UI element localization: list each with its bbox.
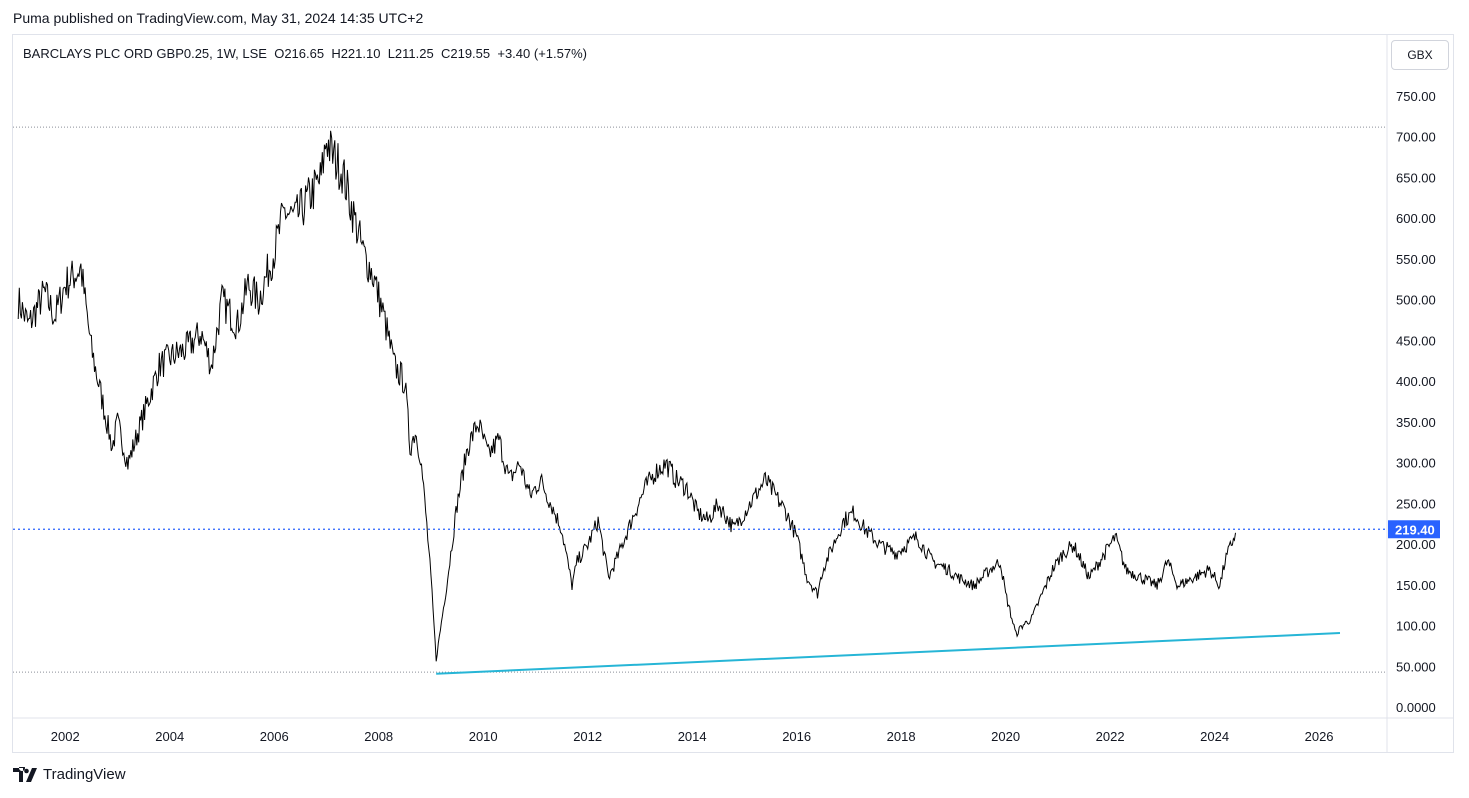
trendline[interactable]: [436, 632, 1341, 675]
x-tick-label: 2020: [991, 729, 1020, 744]
y-tick-label: 50.000: [1396, 659, 1436, 674]
x-tick-label: 2012: [573, 729, 602, 744]
tradingview-brand[interactable]: TradingView: [13, 766, 126, 783]
x-tick-label: 2018: [887, 729, 916, 744]
legend-close: C219.55: [440, 46, 491, 61]
y-tick-label: 200.00: [1396, 537, 1436, 552]
y-tick-label: 400.00: [1396, 374, 1436, 389]
y-tick-label: 750.00: [1396, 89, 1436, 104]
symbol-legend: BARCLAYS PLC ORD GBP0.25, 1W, LSE O216.6…: [23, 46, 587, 61]
x-tick-label: 2026: [1305, 729, 1334, 744]
x-tick-label: 2014: [678, 729, 707, 744]
time-axis[interactable]: 2002 2004 2006 2008 2010 2012 2014 2016 2018 2020…: [13, 717, 1453, 744]
y-tick-label: 450.00: [1396, 333, 1436, 348]
chart-frame: [12, 34, 1454, 753]
brand-name: TradingView: [43, 766, 126, 783]
x-tick-label: 2024: [1200, 729, 1229, 744]
price-line: [17, 130, 1236, 662]
x-tick-label: 2016: [782, 729, 811, 744]
y-tick-label: 550.00: [1396, 252, 1436, 267]
y-tick-label: 250.00: [1396, 496, 1436, 511]
last-price-badge: [1388, 520, 1440, 539]
legend-low: L211.25: [387, 46, 434, 61]
x-tick-label: 2006: [260, 729, 289, 744]
last-price-label: 219.40: [1395, 522, 1435, 537]
trendline-series[interactable]: [436, 632, 1341, 675]
legend-change: +3.40 (+1.57%): [497, 46, 587, 61]
price-axis[interactable]: 0.0000 50.000 100.00 150.00 200.00 250.00 300.…: [1386, 35, 1440, 752]
x-tick-label: 2008: [364, 729, 393, 744]
y-tick-label: 100.00: [1396, 619, 1436, 634]
y-tick-label: 150.00: [1396, 578, 1436, 593]
y-tick-label: 700.00: [1396, 130, 1436, 145]
legend-symbol: BARCLAYS PLC ORD GBP0.25, 1W, LSE: [23, 46, 267, 61]
y-tick-label: 0.0000: [1396, 700, 1436, 715]
publisher-line: Puma published on TradingView.com, May 3…: [13, 10, 424, 26]
tradingview-logo-icon: [13, 766, 37, 782]
x-tick-label: 2022: [1096, 729, 1125, 744]
horizontal-levels: [13, 126, 1387, 673]
x-tick-label: 2010: [469, 729, 498, 744]
y-tick-label: 350.00: [1396, 415, 1436, 430]
y-tick-label: 500.00: [1396, 293, 1436, 308]
y-tick-label: 600.00: [1396, 211, 1436, 226]
y-tick-label: 300.00: [1396, 456, 1436, 471]
x-tick-label: 2002: [51, 729, 80, 744]
legend-high: H221.10: [331, 46, 381, 61]
x-tick-label: 2004: [155, 729, 184, 744]
legend-open: O216.65: [274, 46, 325, 61]
currency-button[interactable]: GBX: [1391, 40, 1449, 70]
y-tick-label: 650.00: [1396, 170, 1436, 185]
price-series: [17, 130, 1236, 662]
